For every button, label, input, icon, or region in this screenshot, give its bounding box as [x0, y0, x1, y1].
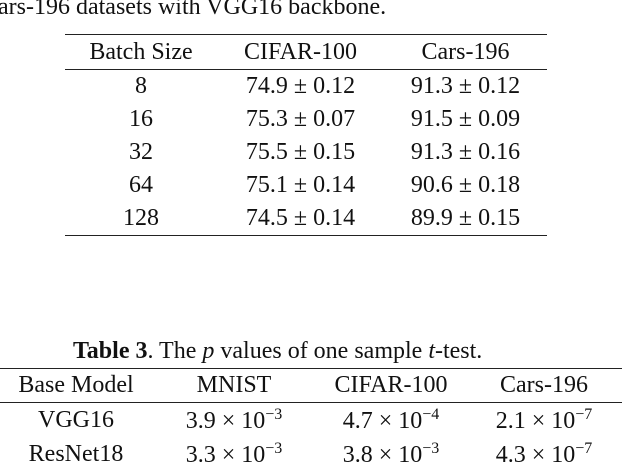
header-cifar100: CIFAR-100 — [244, 38, 357, 65]
p-value-cell: 3.8 × 10−3 — [342, 439, 440, 468]
table3-label: Table 3 — [73, 338, 148, 364]
batch-size-cell: 8 — [135, 73, 147, 99]
batch-size-cell: 32 — [129, 139, 153, 165]
cifar100-cell: 75.5 ± 0.15 — [245, 139, 356, 165]
header-cars196: Cars-196 — [421, 38, 510, 65]
caption-part: . The — [147, 338, 203, 364]
batch-size-cell: 16 — [129, 106, 153, 132]
table-row: 32 75.5 ± 0.15 91.3 ± 0.16 — [65, 136, 547, 169]
batch-size-table: Batch Size CIFAR-100 Cars-196 8 74.9 ± 0… — [65, 34, 547, 236]
table-header-row: Batch Size CIFAR-100 Cars-196 — [65, 34, 547, 70]
p-value-cell: 4.7 × 10−4 — [342, 405, 440, 434]
table-row: VGG16 3.9 × 10−3 4.7 × 10−4 2.1 × 10−7 — [0, 403, 622, 438]
batch-size-cell: 128 — [123, 205, 159, 231]
header-batch-size: Batch Size — [89, 38, 193, 65]
header-cars196: Cars-196 — [500, 372, 588, 398]
cars196-cell: 90.6 ± 0.18 — [410, 172, 521, 198]
cars196-cell: 91.3 ± 0.16 — [410, 139, 521, 165]
cars196-cell: 91.3 ± 0.12 — [410, 73, 521, 99]
p-value-cell: 3.3 × 10−3 — [185, 439, 283, 468]
p-value-cell: 3.9 × 10−3 — [185, 405, 283, 434]
p-value-cell: 2.1 × 10−7 — [495, 405, 593, 434]
cifar100-cell: 74.5 ± 0.14 — [245, 205, 356, 231]
cars196-cell: 89.9 ± 0.15 — [410, 205, 521, 231]
header-mnist: MNIST — [196, 372, 272, 398]
table3-caption: Table 3. The p values of one sample t-te… — [73, 338, 482, 365]
cifar100-cell: 75.1 ± 0.14 — [245, 172, 356, 198]
table-row: 16 75.3 ± 0.07 91.5 ± 0.09 — [65, 103, 547, 136]
base-model-cell: VGG16 — [38, 406, 114, 433]
caption-part: -test. — [434, 338, 483, 364]
p-value-cell: 4.3 × 10−7 — [495, 439, 593, 468]
table-row: 8 74.9 ± 0.12 91.3 ± 0.12 — [65, 70, 547, 104]
table-header-row: Base Model MNIST CIFAR-100 Cars-196 — [0, 368, 622, 403]
header-cifar100: CIFAR-100 — [334, 372, 448, 398]
batch-size-cell: 64 — [129, 172, 153, 198]
cifar100-cell: 75.3 ± 0.07 — [245, 106, 356, 132]
caption-t-symbol: t — [428, 338, 435, 364]
table-row: 64 75.1 ± 0.14 90.6 ± 0.18 — [65, 169, 547, 202]
cifar100-cell: 74.9 ± 0.12 — [245, 73, 356, 99]
preceding-table-caption: ars-196 datasets with VGG16 backbone. — [0, 0, 387, 20]
cars196-cell: 91.5 ± 0.09 — [410, 106, 521, 132]
caption-p-symbol: p — [202, 338, 215, 364]
p-values-table: Base Model MNIST CIFAR-100 Cars-196 VGG1… — [0, 368, 622, 471]
header-base-model: Base Model — [18, 372, 134, 398]
table-row: 128 74.5 ± 0.14 89.9 ± 0.15 — [65, 202, 547, 236]
caption-part: values of one sample — [214, 338, 429, 364]
base-model-cell: ResNet18 — [28, 440, 124, 467]
table-row: ResNet18 3.3 × 10−3 3.8 × 10−3 4.3 × 10−… — [0, 437, 622, 471]
